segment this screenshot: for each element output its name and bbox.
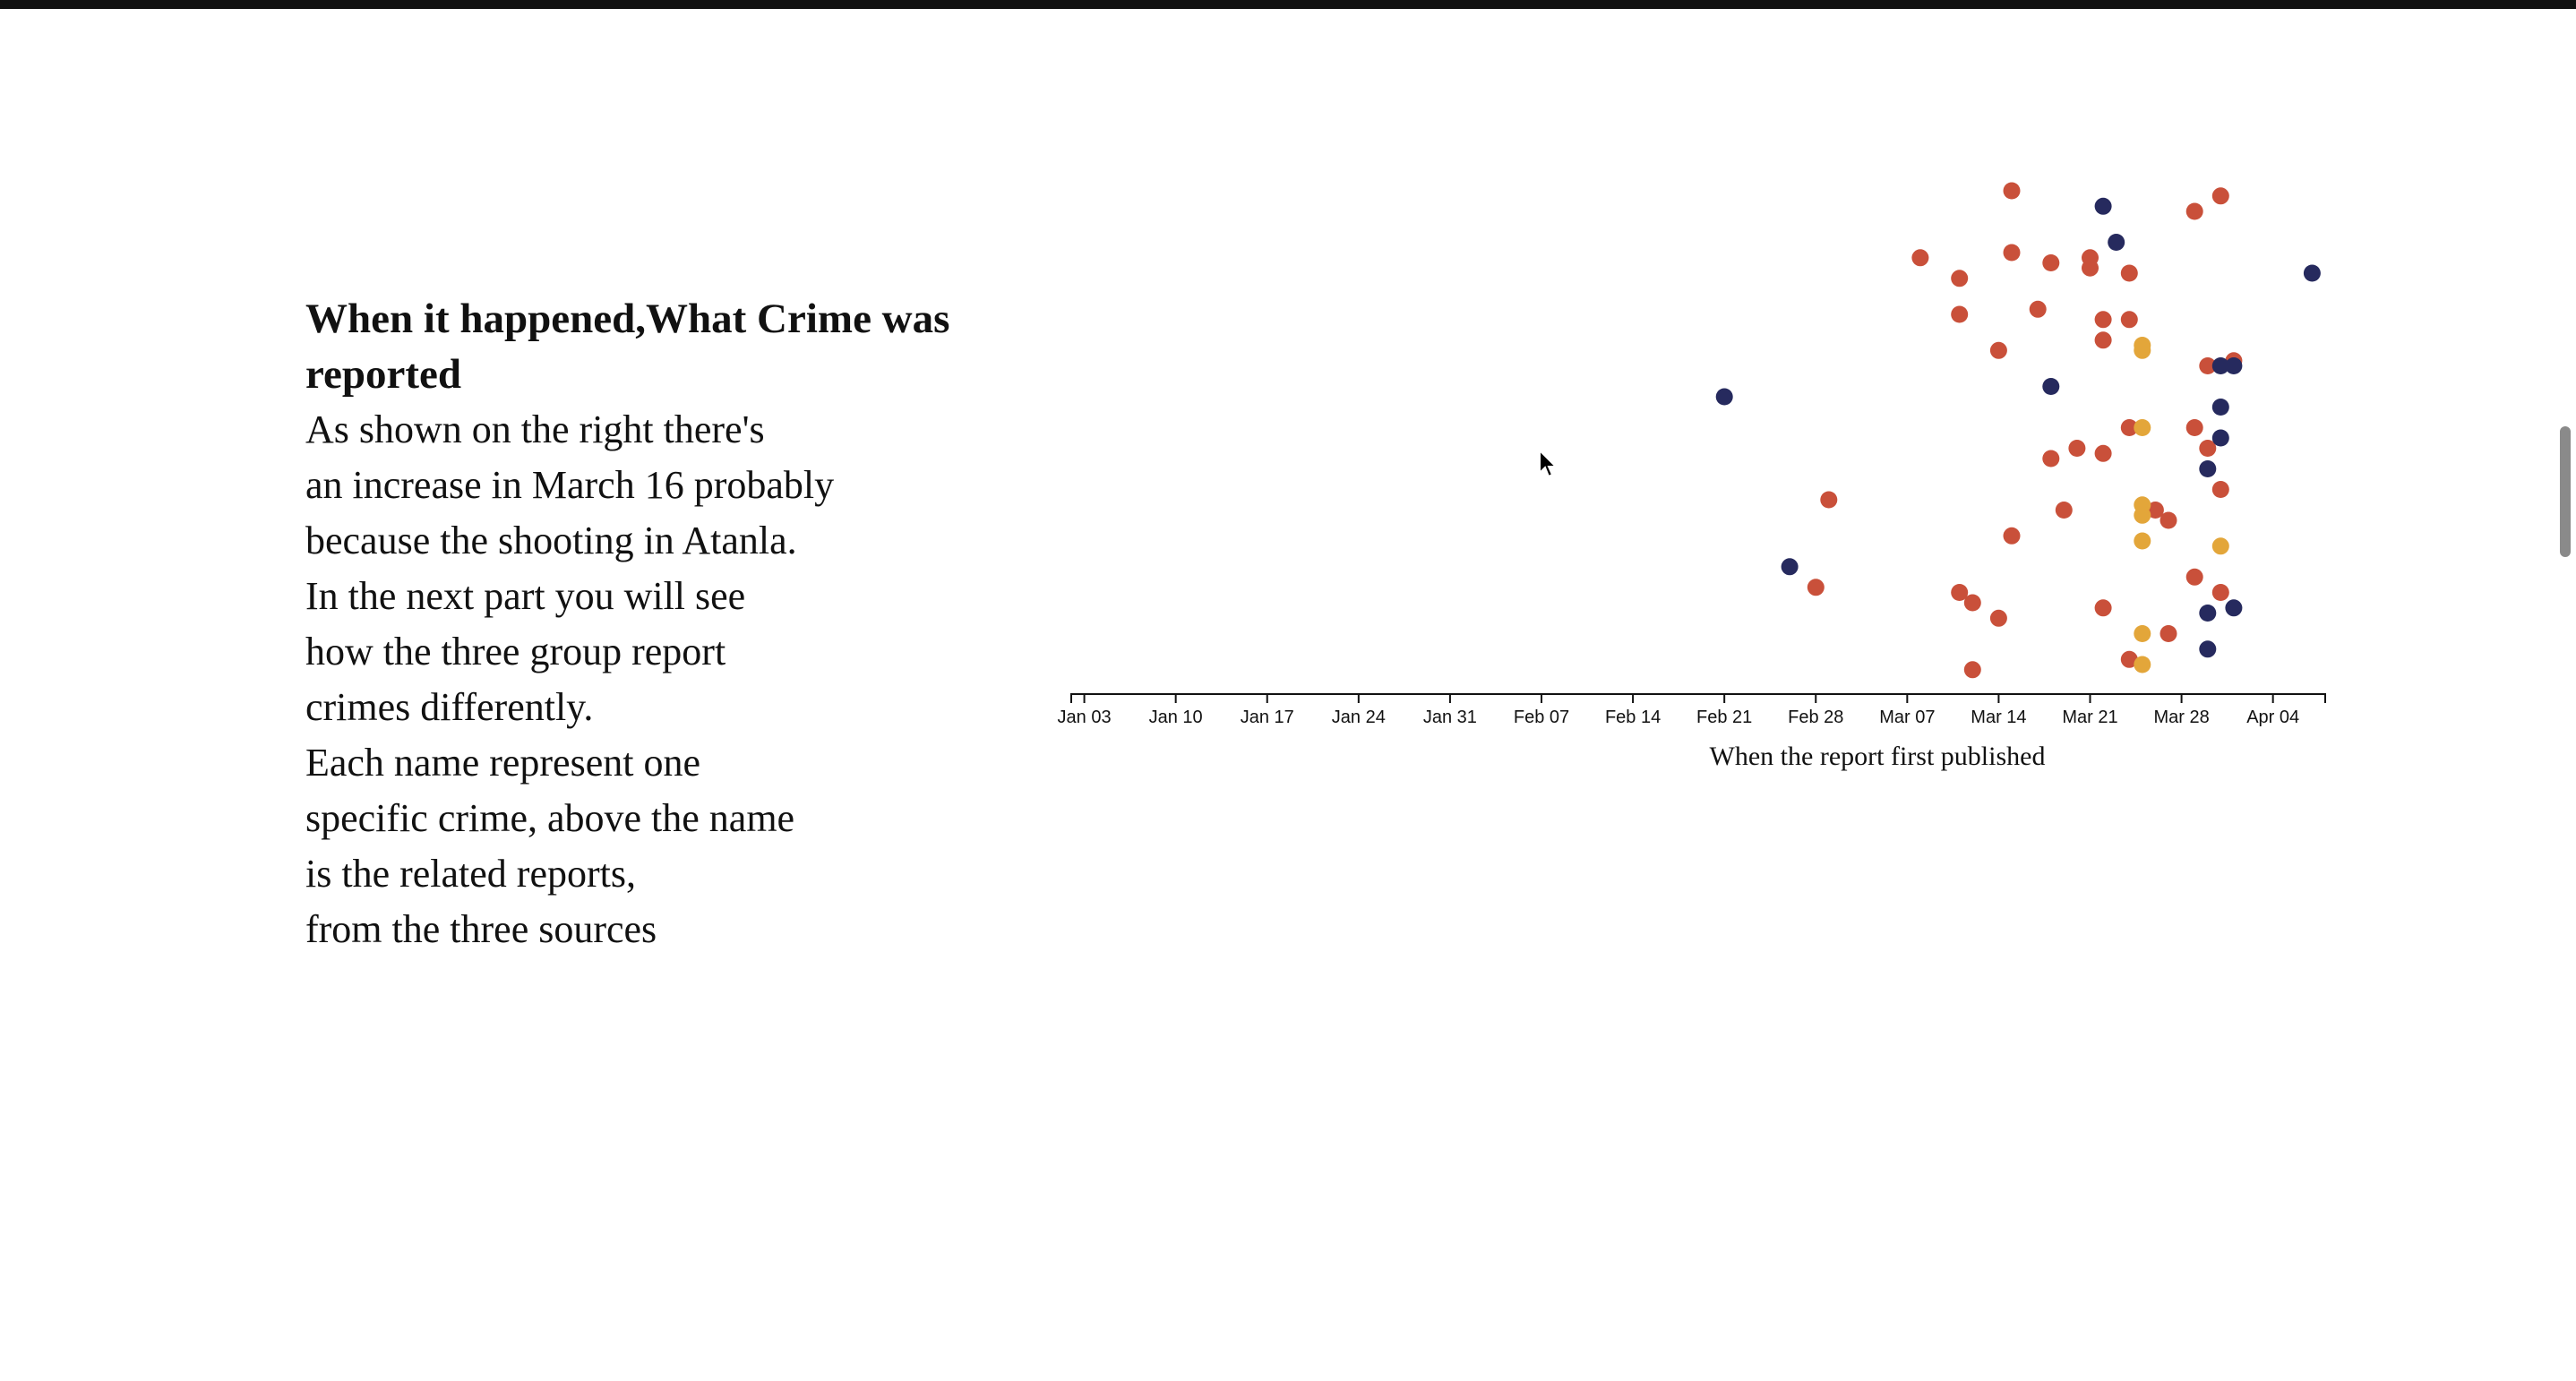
- narrative-line: how the three group report: [305, 630, 726, 673]
- data-point[interactable]: [2211, 357, 2229, 374]
- data-point[interactable]: [2094, 599, 2112, 617]
- data-point[interactable]: [2134, 656, 2151, 673]
- narrative-line: specific crime, above the name: [305, 796, 795, 840]
- data-point[interactable]: [2211, 429, 2229, 447]
- data-point[interactable]: [2003, 182, 2021, 200]
- data-point[interactable]: [2042, 450, 2060, 467]
- data-point[interactable]: [2120, 311, 2138, 329]
- x-tick-label: Jan 10: [1149, 708, 1203, 727]
- data-point[interactable]: [2134, 341, 2151, 359]
- narrative-line: In the next part you will see: [305, 574, 746, 618]
- data-point[interactable]: [2094, 311, 2112, 329]
- data-point[interactable]: [2134, 419, 2151, 436]
- narrative-text: When it happened,What Crime was reported…: [305, 291, 986, 957]
- data-point[interactable]: [2303, 264, 2321, 282]
- data-point[interactable]: [2160, 511, 2177, 529]
- data-point[interactable]: [2120, 264, 2138, 282]
- data-point[interactable]: [2211, 537, 2229, 555]
- x-tick-label: Jan 24: [1332, 708, 1386, 727]
- data-point[interactable]: [2185, 568, 2203, 586]
- x-tick-label: Feb 07: [1514, 708, 1569, 727]
- data-point[interactable]: [1951, 305, 1969, 323]
- data-point[interactable]: [2134, 625, 2151, 642]
- data-point[interactable]: [2225, 357, 2243, 374]
- data-point[interactable]: [2199, 605, 2217, 622]
- data-point[interactable]: [2211, 187, 2229, 205]
- x-tick-label: Feb 21: [1696, 708, 1752, 727]
- x-tick-label: Mar 21: [2062, 708, 2117, 727]
- data-point[interactable]: [2003, 527, 2021, 545]
- x-tick-label: Jan 03: [1058, 708, 1112, 727]
- data-point[interactable]: [2003, 244, 2021, 262]
- data-point[interactable]: [2094, 444, 2112, 462]
- data-point[interactable]: [1951, 584, 1969, 601]
- data-point[interactable]: [1963, 594, 1981, 612]
- data-point[interactable]: [2134, 532, 2151, 550]
- data-point[interactable]: [2199, 440, 2217, 457]
- data-point[interactable]: [2094, 331, 2112, 349]
- points-layer: [1715, 182, 2321, 679]
- narrative-line: As shown on the right there's: [305, 407, 765, 451]
- data-point[interactable]: [2042, 378, 2060, 395]
- data-point[interactable]: [2225, 599, 2243, 617]
- narrative-line: because the shooting in Atanla.: [305, 519, 797, 562]
- data-point[interactable]: [1715, 388, 1733, 406]
- data-point[interactable]: [2134, 506, 2151, 524]
- section-title: When it happened,What Crime was reported: [305, 296, 950, 398]
- data-point[interactable]: [1989, 609, 2007, 627]
- x-tick-label: Mar 14: [1971, 708, 2026, 727]
- data-point[interactable]: [1963, 661, 1981, 679]
- data-point[interactable]: [1989, 341, 2007, 359]
- data-point[interactable]: [1781, 558, 1799, 576]
- data-point[interactable]: [2042, 254, 2060, 271]
- data-point[interactable]: [2055, 502, 2073, 519]
- window-top-bar: [0, 0, 2576, 9]
- narrative-line: Each name represent one: [305, 741, 700, 785]
- data-point[interactable]: [2160, 625, 2177, 642]
- data-point[interactable]: [1911, 249, 1929, 267]
- data-point[interactable]: [1951, 270, 1969, 287]
- data-point[interactable]: [2146, 502, 2164, 519]
- x-axis-title: When the report first published: [1710, 742, 2046, 771]
- data-point[interactable]: [2029, 300, 2047, 318]
- data-point[interactable]: [2120, 650, 2138, 668]
- x-tick-label: Jan 17: [1241, 708, 1294, 727]
- narrative-line: crimes differently.: [305, 685, 594, 729]
- data-point[interactable]: [2185, 202, 2203, 220]
- data-point[interactable]: [2199, 460, 2217, 477]
- x-tick-label: Mar 07: [1879, 708, 1935, 727]
- narrative-line: an increase in March 16 probably: [305, 463, 835, 507]
- data-point[interactable]: [2120, 419, 2138, 436]
- data-point[interactable]: [1807, 579, 1825, 596]
- data-point[interactable]: [2185, 419, 2203, 436]
- x-tick-label: Feb 14: [1605, 708, 1661, 727]
- mouse-cursor-icon: [1539, 448, 1558, 485]
- data-point[interactable]: [2199, 640, 2217, 658]
- data-point[interactable]: [2082, 259, 2099, 277]
- data-point[interactable]: [2068, 440, 2086, 457]
- data-point[interactable]: [2211, 399, 2229, 416]
- x-tick-label: Feb 28: [1788, 708, 1843, 727]
- x-axis-line: [1070, 693, 2326, 703]
- data-point[interactable]: [2211, 584, 2229, 601]
- narrative-body: As shown on the right there's an increas…: [305, 402, 986, 957]
- x-tick-label: Apr 04: [2246, 708, 2299, 727]
- data-point[interactable]: [2199, 357, 2217, 374]
- data-point[interactable]: [2211, 481, 2229, 498]
- x-tick-label: Jan 31: [1423, 708, 1477, 727]
- data-point[interactable]: [2094, 197, 2112, 215]
- narrative-line: from the three sources: [305, 907, 657, 951]
- scrollbar-thumb[interactable]: [2560, 426, 2571, 557]
- data-point[interactable]: [2108, 234, 2125, 251]
- narrative-line: is the related reports,: [305, 852, 636, 896]
- x-axis: Jan 03 Jan 10 Jan 17 Jan 24 Jan 31 Feb 07 Feb …: [1058, 693, 2326, 727]
- x-tick-label: Mar 28: [2153, 708, 2209, 727]
- data-point[interactable]: [1820, 491, 1838, 509]
